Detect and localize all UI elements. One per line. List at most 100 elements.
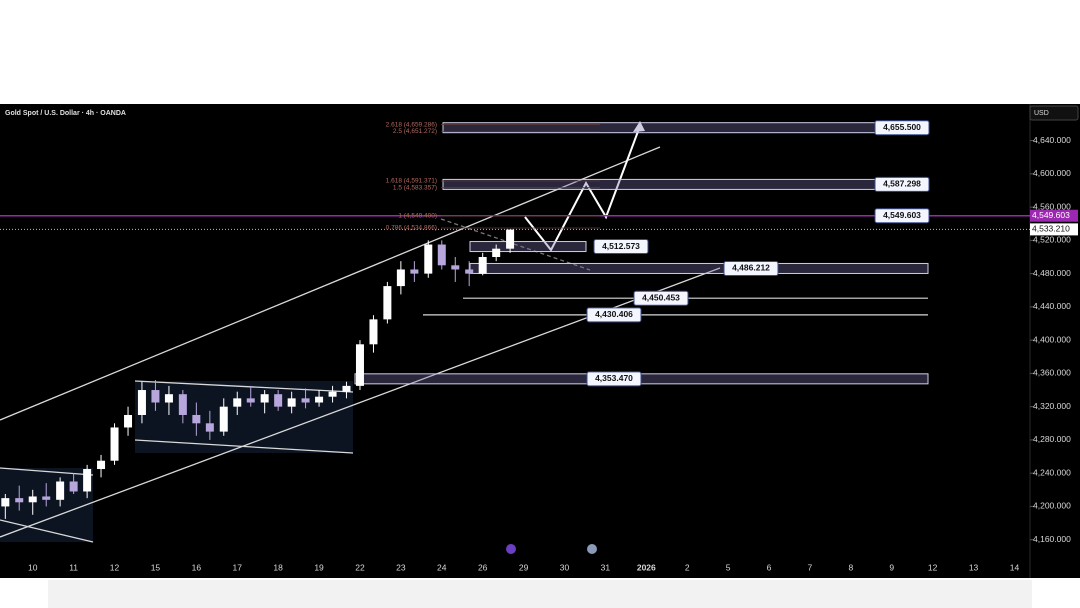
level-label: 4,486.212 — [732, 263, 770, 273]
candle-body — [110, 427, 119, 461]
candle-body — [246, 398, 255, 403]
event-icon[interactable] — [587, 544, 597, 554]
candle-body — [355, 344, 364, 386]
x-tick-label: 19 — [314, 562, 324, 572]
flag-line — [134, 439, 354, 454]
symbol-title: Gold Spot / U.S. Dollar · 4h · OANDA — [5, 110, 126, 117]
x-tick-label: 12 — [110, 562, 120, 572]
candle-body — [69, 481, 78, 492]
candle-body — [178, 394, 187, 415]
x-tick-label: 15 — [151, 562, 161, 572]
event-icon[interactable] — [506, 544, 516, 554]
bottom-bar — [48, 580, 1032, 608]
candle-body — [233, 398, 242, 407]
fib-label: 1.5 (4,583.357) — [393, 184, 437, 191]
x-tick-label: 5 — [726, 562, 731, 572]
y-tick-label: 4,320.000 — [1033, 401, 1071, 411]
candle-body — [1, 498, 10, 507]
candle-body — [492, 248, 501, 257]
x-tick-label: 24 — [437, 562, 447, 572]
candle-body — [124, 414, 133, 428]
candle-body — [287, 398, 296, 407]
level-label: 4,353.470 — [595, 373, 633, 383]
candle-body — [15, 498, 24, 503]
candle-body — [192, 414, 201, 424]
level-tag — [874, 208, 930, 224]
y-tick-label: 4,600.000 — [1033, 168, 1071, 178]
chart-pane — [0, 104, 1080, 578]
x-tick-label: 18 — [273, 562, 283, 572]
x-tick-label: 31 — [601, 562, 611, 572]
candle-body — [219, 406, 228, 432]
candle-body — [137, 390, 146, 415]
candle-body — [260, 394, 269, 403]
level-tag — [633, 290, 689, 306]
x-tick-label: 2026 — [637, 562, 656, 572]
level-label: 4,655.500 — [883, 122, 921, 132]
candle-body — [164, 394, 173, 403]
level-label: 4,512.573 — [602, 241, 640, 251]
level-tag — [874, 176, 930, 192]
fib-label: 2.5 (4,651.272) — [393, 128, 437, 135]
channel-line — [0, 146, 661, 421]
currency-label[interactable]: USD — [1034, 110, 1049, 117]
fib-label: 1 (4,549.400) — [398, 213, 437, 220]
level-tag — [586, 307, 642, 323]
candle-body — [315, 396, 324, 403]
projection-path — [524, 125, 641, 252]
level-tag — [586, 371, 642, 387]
candle-body — [274, 394, 283, 407]
candle-body — [451, 265, 460, 270]
y-tick-label: 4,240.000 — [1033, 467, 1071, 477]
candle-body — [28, 496, 37, 503]
x-tick-label: 8 — [848, 562, 853, 572]
level-zone — [469, 241, 587, 253]
currency-button[interactable] — [1029, 105, 1079, 121]
x-tick-label: 14 — [1010, 562, 1020, 572]
price-tag — [1030, 209, 1078, 222]
level-label: 4,450.453 — [642, 292, 680, 302]
y-tick-label: 4,640.000 — [1033, 135, 1071, 145]
x-tick-label: 23 — [396, 562, 406, 572]
fib-label: 1.618 (4,591.371) — [386, 178, 437, 185]
y-tick-label: 4,560.000 — [1033, 201, 1071, 211]
level-tag — [723, 260, 779, 276]
last-price-label: 4,533.210 — [1032, 224, 1070, 234]
x-tick-label: 26 — [478, 562, 488, 572]
candle-body — [506, 229, 515, 249]
candle-body — [301, 398, 310, 403]
top-margin — [0, 0, 1080, 104]
y-tick-label: 4,200.000 — [1033, 501, 1071, 511]
last-price-tag — [1030, 223, 1078, 236]
candle-body — [328, 391, 337, 397]
candle-body — [205, 423, 214, 432]
flag-line — [134, 380, 354, 393]
candle-body — [478, 256, 487, 274]
candle-body — [42, 496, 51, 500]
x-tick-label: 16 — [192, 562, 202, 572]
y-tick-label: 4,520.000 — [1033, 235, 1071, 245]
x-tick-label: 10 — [28, 562, 38, 572]
level-label: 4,430.406 — [595, 309, 633, 319]
flag-zone — [135, 381, 353, 453]
flag-line — [0, 519, 94, 543]
x-tick-label: 17 — [233, 562, 243, 572]
candle-body — [97, 460, 106, 470]
fib-diagonal — [440, 218, 591, 271]
x-tick-label: 29 — [519, 562, 529, 572]
level-tag — [874, 120, 930, 136]
candle-body — [56, 481, 65, 500]
candle-body — [396, 269, 405, 287]
x-tick-label: 11 — [69, 562, 78, 572]
fib-label: 2.618 (4,659.286) — [386, 121, 437, 128]
x-tick-label: 12 — [928, 562, 938, 572]
candle-body — [410, 269, 419, 274]
fib-label: 0.786 (4,534.866) — [386, 225, 437, 232]
x-tick-label: 22 — [355, 562, 365, 572]
x-tick-label: 2 — [685, 562, 690, 572]
candle-body — [369, 319, 378, 345]
y-tick-label: 4,280.000 — [1033, 434, 1071, 444]
y-tick-label: 4,400.000 — [1033, 334, 1071, 344]
